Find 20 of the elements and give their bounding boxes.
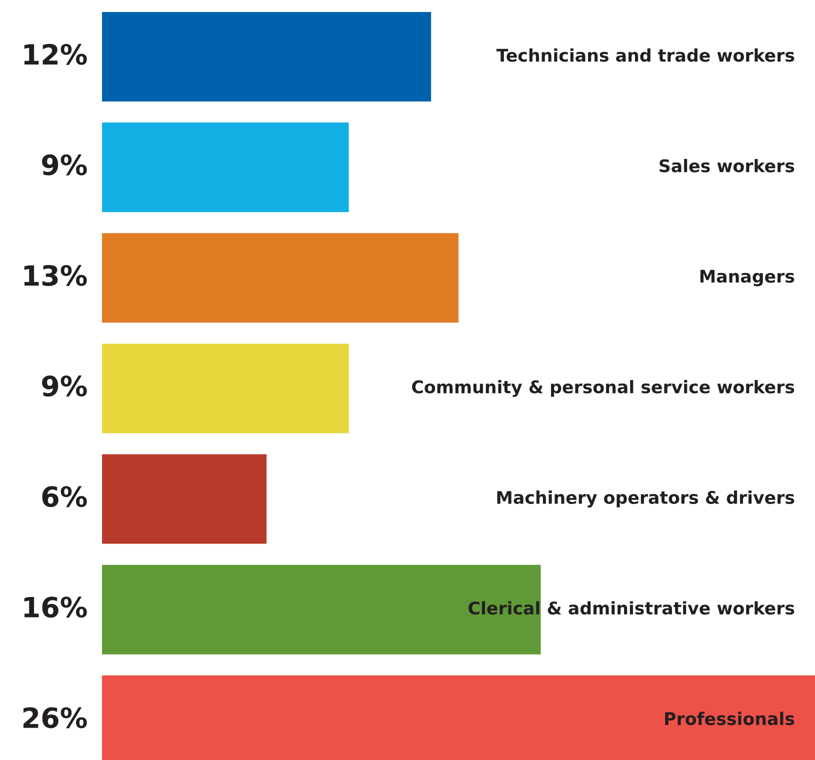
bar xyxy=(102,564,541,654)
data-label: 9% xyxy=(42,376,87,397)
bar xyxy=(102,344,349,434)
y-tick-label: Sales workers xyxy=(660,158,794,172)
y-tick-label: Community & personal service workers xyxy=(412,380,794,397)
data-label: 9% xyxy=(42,154,87,176)
bar xyxy=(102,454,267,544)
bar xyxy=(102,12,432,102)
bar xyxy=(102,233,458,323)
y-tick-label: Professionals xyxy=(665,712,794,726)
data-label: 26% xyxy=(23,707,87,728)
data-label: 12% xyxy=(24,44,87,65)
y-tick-label: Clerical & administrative workers xyxy=(468,601,794,615)
y-tick-label: Technicians and trade workers xyxy=(496,48,794,62)
bar xyxy=(102,122,349,212)
y-tick-label: Managers xyxy=(700,270,794,286)
data-label: 16% xyxy=(24,596,87,618)
y-tick-label: Machinery operators & drivers xyxy=(497,490,794,508)
data-label: 13% xyxy=(24,264,87,286)
data-label: 6% xyxy=(42,486,87,508)
